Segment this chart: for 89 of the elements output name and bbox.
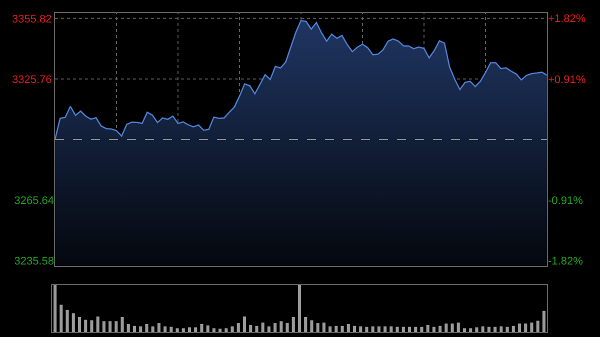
- bar: [108, 321, 112, 332]
- bar: [66, 310, 69, 332]
- bar: [249, 324, 252, 332]
- bar: [334, 326, 338, 332]
- bar: [72, 313, 75, 332]
- bar: [426, 324, 430, 332]
- bar: [396, 326, 399, 332]
- bar: [384, 326, 387, 332]
- bar: [132, 326, 136, 332]
- bar: [78, 316, 82, 332]
- bar: [328, 326, 332, 332]
- bar: [365, 326, 368, 332]
- bar: [274, 323, 277, 332]
- bar: [218, 328, 222, 332]
- bar: [200, 324, 204, 332]
- bar: [481, 326, 484, 332]
- bar: [359, 326, 362, 332]
- bar: [438, 326, 442, 332]
- y-tick-label: 3355.82: [12, 13, 52, 26]
- bar: [212, 328, 216, 332]
- bar: [371, 326, 374, 332]
- bar: [462, 328, 466, 332]
- bar: [292, 316, 295, 332]
- bar: [352, 326, 356, 332]
- bar: [506, 326, 509, 332]
- bar: [487, 326, 490, 332]
- bar: [170, 326, 173, 332]
- y2-tick-label: +1.82%: [548, 13, 586, 26]
- bar: [242, 316, 246, 332]
- bar: [432, 326, 436, 332]
- bar: [230, 326, 234, 332]
- bar: [420, 326, 424, 332]
- bar: [206, 325, 210, 332]
- y-tick-label: 3265.64: [14, 194, 54, 207]
- bar: [536, 320, 540, 332]
- bar: [512, 326, 515, 332]
- bar: [182, 328, 185, 332]
- bar: [469, 328, 472, 332]
- bar: [475, 327, 478, 332]
- bar: [280, 321, 283, 332]
- bar: [126, 324, 130, 332]
- bar: [151, 326, 154, 332]
- bar: [500, 326, 503, 332]
- bar: [402, 326, 405, 332]
- bar: [304, 316, 308, 332]
- bar: [518, 324, 522, 332]
- bar: [298, 285, 302, 332]
- bar: [139, 326, 142, 332]
- bar: [377, 326, 380, 332]
- bar: [340, 326, 344, 332]
- bar: [188, 327, 192, 332]
- bar: [102, 321, 106, 332]
- bar: [96, 316, 100, 332]
- bar: [390, 326, 393, 332]
- bar: [261, 322, 264, 332]
- bar: [120, 316, 124, 332]
- bar: [456, 322, 460, 332]
- bar: [224, 328, 228, 332]
- bar: [176, 328, 179, 332]
- bar: [236, 323, 240, 332]
- y2-tick-label: -0.91%: [548, 194, 584, 207]
- bar: [524, 324, 528, 332]
- y2-tick-label: -1.82%: [548, 256, 584, 268]
- bar: [286, 323, 289, 332]
- bar: [346, 324, 350, 332]
- bar: [84, 320, 88, 332]
- bar: [54, 285, 57, 332]
- bar: [90, 320, 94, 332]
- bar: [444, 324, 448, 332]
- bar: [450, 324, 454, 332]
- bar: [164, 326, 167, 332]
- bar: [267, 326, 270, 332]
- bar: [542, 310, 546, 332]
- bar: [114, 321, 118, 332]
- bar: [316, 323, 320, 332]
- bar: [60, 304, 63, 332]
- bar: [310, 320, 314, 332]
- y2-tick-label: +0.91%: [548, 74, 586, 86]
- bar: [322, 322, 326, 332]
- y-tick-label: 3325.76: [12, 74, 52, 86]
- bar: [414, 326, 418, 332]
- y-tick-label: 3235.58: [14, 255, 54, 268]
- bar: [255, 326, 258, 332]
- bar: [194, 327, 198, 332]
- bar: [157, 323, 160, 332]
- bar: [494, 326, 497, 332]
- bar: [408, 326, 412, 332]
- bar: [145, 324, 148, 332]
- bar: [530, 322, 534, 332]
